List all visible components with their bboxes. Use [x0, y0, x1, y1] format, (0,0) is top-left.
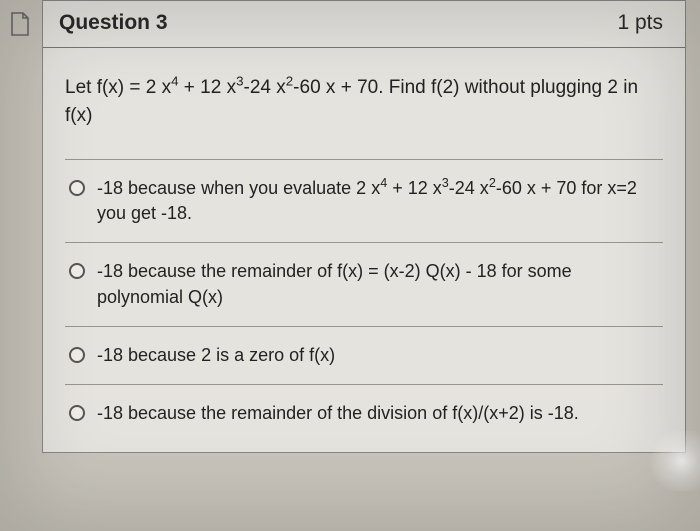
options-list: -18 because when you evaluate 2 x4 + 12 …: [65, 159, 663, 442]
question-points: 1 pts: [617, 11, 663, 35]
option-text: -18 because 2 is a zero of f(x): [97, 343, 335, 368]
radio-icon[interactable]: [69, 263, 85, 279]
question-card: Question 3 1 pts Let f(x) = 2 x4 + 12 x3…: [42, 0, 686, 453]
option-row[interactable]: -18 because when you evaluate 2 x4 + 12 …: [65, 160, 663, 243]
question-header: Question 3 1 pts: [43, 1, 685, 48]
radio-icon[interactable]: [69, 180, 85, 196]
option-row[interactable]: -18 because 2 is a zero of f(x): [65, 327, 663, 385]
page-outline-icon: [10, 12, 30, 36]
option-text: -18 because the remainder of the divisio…: [97, 401, 579, 426]
question-stem: Let f(x) = 2 x4 + 12 x3-24 x2-60 x + 70.…: [65, 74, 663, 129]
radio-icon[interactable]: [69, 405, 85, 421]
radio-icon[interactable]: [69, 347, 85, 363]
option-text: -18 because the remainder of f(x) = (x-2…: [97, 259, 659, 309]
option-row[interactable]: -18 because the remainder of the divisio…: [65, 385, 663, 442]
option-row[interactable]: -18 because the remainder of f(x) = (x-2…: [65, 243, 663, 326]
option-text: -18 because when you evaluate 2 x4 + 12 …: [97, 176, 659, 226]
question-body: Let f(x) = 2 x4 + 12 x3-24 x2-60 x + 70.…: [43, 48, 685, 452]
question-title: Question 3: [59, 11, 168, 35]
